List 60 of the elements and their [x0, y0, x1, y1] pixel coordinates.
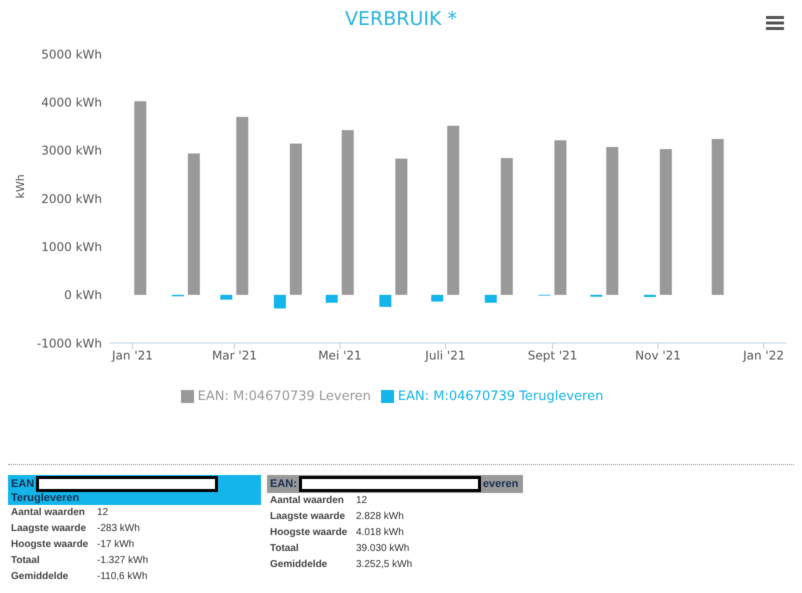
text: Totaal: [270, 542, 300, 556]
text: Hoogste waarde: [11, 538, 90, 552]
text: 2.828 kWh: [356, 510, 404, 524]
y-axis-title: kWh: [14, 174, 27, 198]
text: Laagste waarde: [270, 510, 346, 524]
text: 3.252,5 kWh: [356, 558, 412, 572]
bar: [431, 294, 444, 302]
bar: [274, 294, 286, 308]
text: Terugleveren: [11, 492, 80, 504]
text: 4.018 kWh: [356, 526, 404, 540]
bar: [236, 116, 248, 295]
text: Gemiddelde: [11, 570, 70, 584]
x-tick-label: Mar '21: [212, 348, 257, 363]
text: Laagste waarde: [11, 522, 88, 536]
bar: [220, 294, 232, 300]
x-tick-label: Jan '22: [742, 348, 784, 363]
x-tick-label: Nov '21: [635, 348, 681, 363]
text: 12: [97, 506, 108, 520]
text: Totaal: [11, 554, 41, 568]
text: -110,6 kWh: [97, 570, 148, 584]
y-tick-label: -1000 kWh: [36, 336, 102, 350]
legend-label: EAN: M:04670739 Leveren: [198, 389, 371, 404]
bar: [606, 146, 618, 295]
text: Aantal waarden: [270, 494, 345, 508]
text: EAN:: [270, 478, 297, 490]
text: EAN: [11, 478, 34, 490]
y-tick-label: 1000 kWh: [41, 240, 102, 254]
y-tick-label: 4000 kWh: [41, 95, 102, 110]
bar: [342, 130, 354, 295]
text: everen: [482, 478, 518, 490]
y-tick-label: 0 kWh: [64, 288, 102, 302]
bar: [500, 158, 513, 295]
bar: [379, 294, 392, 307]
bar: [447, 126, 460, 295]
x-tick-label: Jan '21: [111, 348, 153, 363]
text: 12: [356, 494, 368, 508]
text: Gemiddelde: [270, 558, 328, 572]
text: Hoogste waarde: [270, 526, 348, 540]
text: Aantal waarden: [11, 506, 86, 520]
text: -1.327 kWh: [97, 554, 148, 568]
bar: [554, 140, 566, 295]
bar: [660, 149, 672, 295]
bar: [326, 294, 338, 303]
text: -283 kWh: [97, 522, 140, 536]
bar: [712, 139, 724, 295]
text: -17 kWh: [97, 538, 134, 552]
bar: [395, 158, 408, 295]
x-tick-label: Sept '21: [528, 348, 578, 363]
x-tick-label: Mei '21: [318, 348, 362, 363]
y-tick-label: 2000 kWh: [41, 192, 102, 206]
bar: [188, 153, 200, 295]
y-tick-label: 3000 kWh: [41, 144, 102, 158]
text: 39.030 kWh: [356, 542, 410, 556]
bar: [134, 101, 146, 295]
legend-label: EAN: M:04670739 Terugleveren: [398, 389, 604, 404]
chart-title: VERBRUIK *: [344, 8, 458, 32]
bar: [290, 144, 302, 295]
y-tick-label: 5000 kWh: [41, 47, 102, 62]
x-tick-label: Juli '21: [424, 348, 466, 363]
bar: [484, 294, 497, 303]
